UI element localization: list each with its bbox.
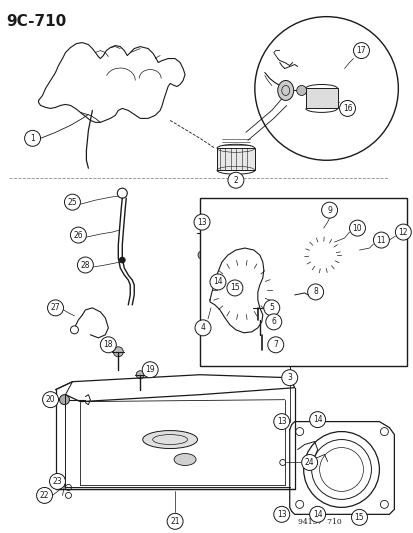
- Text: 13: 13: [276, 510, 286, 519]
- Circle shape: [254, 17, 397, 160]
- Bar: [216, 148, 254, 170]
- Text: 94157  710: 94157 710: [297, 518, 341, 526]
- Text: 3: 3: [287, 373, 292, 382]
- Text: 9C-710: 9C-710: [7, 14, 67, 29]
- Text: 8: 8: [313, 287, 317, 296]
- Circle shape: [265, 314, 281, 330]
- Bar: [199, 198, 406, 366]
- Circle shape: [100, 337, 116, 353]
- Circle shape: [281, 370, 297, 386]
- Circle shape: [142, 362, 158, 378]
- Text: 15: 15: [354, 513, 363, 522]
- Text: 28: 28: [81, 261, 90, 270]
- Circle shape: [197, 251, 206, 259]
- Circle shape: [296, 85, 306, 95]
- Text: 16: 16: [342, 104, 351, 113]
- Ellipse shape: [142, 431, 197, 449]
- Bar: [305, 88, 337, 108]
- Circle shape: [195, 320, 211, 336]
- Text: 14: 14: [213, 278, 222, 286]
- Circle shape: [50, 473, 65, 489]
- Text: 20: 20: [45, 395, 55, 404]
- Text: 21: 21: [170, 517, 179, 526]
- Text: 9: 9: [326, 206, 331, 215]
- Circle shape: [230, 314, 238, 322]
- Circle shape: [273, 414, 289, 430]
- Text: 10: 10: [352, 224, 361, 232]
- Text: 4: 4: [200, 324, 205, 333]
- Text: 7: 7: [273, 340, 278, 349]
- Text: 1: 1: [30, 134, 35, 143]
- Circle shape: [228, 172, 243, 188]
- Circle shape: [226, 280, 242, 296]
- Circle shape: [113, 347, 123, 357]
- Text: 13: 13: [197, 217, 206, 227]
- Circle shape: [321, 202, 337, 218]
- Text: 2: 2: [233, 176, 238, 185]
- Text: 5: 5: [269, 303, 273, 312]
- Circle shape: [309, 506, 325, 522]
- Circle shape: [349, 220, 365, 236]
- Circle shape: [47, 300, 63, 316]
- Circle shape: [214, 308, 221, 316]
- Circle shape: [307, 284, 323, 300]
- Circle shape: [309, 411, 325, 427]
- Circle shape: [394, 224, 411, 240]
- Circle shape: [24, 131, 40, 147]
- Text: 23: 23: [52, 477, 62, 486]
- Ellipse shape: [174, 454, 196, 465]
- Circle shape: [339, 100, 355, 116]
- Text: 15: 15: [230, 284, 239, 293]
- Text: 11: 11: [376, 236, 385, 245]
- Circle shape: [136, 371, 144, 379]
- Circle shape: [351, 510, 367, 526]
- Text: 22: 22: [40, 491, 49, 500]
- Text: 26: 26: [74, 231, 83, 239]
- Circle shape: [267, 337, 283, 353]
- Circle shape: [167, 513, 183, 529]
- Text: 27: 27: [50, 303, 60, 312]
- Text: 14: 14: [312, 510, 322, 519]
- Circle shape: [263, 300, 279, 316]
- Text: 14: 14: [312, 415, 322, 424]
- Circle shape: [273, 506, 289, 522]
- Text: 24: 24: [304, 458, 314, 467]
- Text: 25: 25: [67, 198, 77, 207]
- Circle shape: [194, 214, 209, 230]
- Circle shape: [301, 455, 317, 471]
- Circle shape: [43, 392, 58, 408]
- Text: 13: 13: [276, 417, 286, 426]
- Circle shape: [64, 194, 80, 210]
- Text: 6: 6: [271, 317, 275, 326]
- Text: 18: 18: [103, 340, 113, 349]
- Ellipse shape: [277, 80, 293, 100]
- Circle shape: [36, 487, 52, 503]
- Circle shape: [77, 257, 93, 273]
- Text: 17: 17: [356, 46, 366, 55]
- Circle shape: [70, 227, 86, 243]
- Circle shape: [119, 257, 125, 263]
- Text: 19: 19: [145, 365, 154, 374]
- Circle shape: [59, 394, 69, 405]
- Circle shape: [353, 43, 368, 59]
- Text: 12: 12: [398, 228, 407, 237]
- Circle shape: [209, 274, 225, 290]
- Circle shape: [373, 232, 389, 248]
